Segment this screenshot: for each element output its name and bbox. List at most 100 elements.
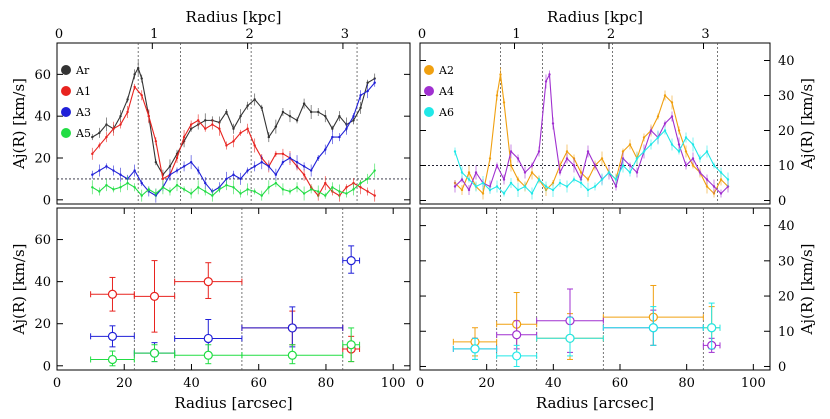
point-A6 bbox=[470, 344, 480, 354]
point-A6 bbox=[691, 143, 695, 146]
series-A5 bbox=[91, 163, 376, 202]
point-A1 bbox=[302, 173, 306, 176]
point-A3 bbox=[267, 165, 270, 168]
legend-marker-Ar bbox=[61, 65, 71, 75]
point-A3 bbox=[140, 181, 143, 185]
point-A4 bbox=[593, 164, 597, 167]
point-A2 bbox=[516, 178, 520, 181]
top-tick-label: 0 bbox=[418, 27, 426, 42]
point-A5 bbox=[204, 190, 207, 193]
point-Ar bbox=[105, 123, 108, 126]
ytick-label: 0 bbox=[778, 194, 786, 209]
point-A4 bbox=[705, 178, 709, 181]
ylabel: Aj(R) [km/s] bbox=[10, 243, 28, 335]
point-A4 bbox=[495, 164, 499, 167]
point-A3 bbox=[309, 169, 313, 172]
point-A5 bbox=[346, 340, 356, 350]
point-A4 bbox=[474, 171, 478, 174]
ytick-label: 30 bbox=[778, 254, 795, 269]
point-A6 bbox=[593, 185, 597, 188]
point-A5 bbox=[91, 186, 94, 189]
point-A3 bbox=[338, 135, 341, 139]
point-A6 bbox=[649, 143, 653, 146]
point-A1 bbox=[345, 186, 348, 189]
point-A4 bbox=[719, 192, 723, 195]
ytick-label: 40 bbox=[34, 110, 51, 125]
series-A1 bbox=[90, 260, 361, 363]
point-A5 bbox=[197, 186, 200, 189]
point-A3 bbox=[119, 173, 122, 176]
top-tick-label: 3 bbox=[341, 27, 349, 42]
point-A5 bbox=[288, 190, 292, 193]
axes-frame bbox=[419, 207, 771, 371]
point-A6 bbox=[663, 129, 667, 132]
point-A2 bbox=[677, 129, 681, 132]
point-Ar bbox=[98, 131, 101, 135]
axes-frame bbox=[56, 207, 411, 371]
point-Ar bbox=[366, 81, 369, 84]
point-A5 bbox=[274, 181, 278, 185]
point-A1 bbox=[211, 123, 214, 126]
point-A1 bbox=[119, 123, 122, 126]
point-A2 bbox=[628, 143, 632, 146]
point-A4 bbox=[453, 185, 457, 188]
point-A5 bbox=[147, 188, 150, 191]
point-A6 bbox=[684, 136, 688, 139]
point-A6 bbox=[537, 178, 541, 181]
point-A3 bbox=[168, 173, 172, 176]
point-A6 bbox=[712, 164, 716, 167]
point-A3 bbox=[105, 165, 108, 168]
point-A3 bbox=[133, 169, 136, 172]
point-A4 bbox=[565, 157, 569, 160]
legend-label-A1: A1 bbox=[75, 85, 91, 98]
xtick-label: 100 bbox=[741, 376, 766, 391]
point-A3 bbox=[346, 255, 356, 266]
point-A2 bbox=[502, 101, 506, 104]
point-A6 bbox=[502, 192, 506, 195]
point-A2 bbox=[621, 150, 625, 153]
point-A2 bbox=[691, 164, 695, 167]
point-A6 bbox=[495, 185, 499, 188]
point-A4 bbox=[523, 171, 527, 174]
point-A3 bbox=[295, 160, 299, 164]
point-A1 bbox=[112, 127, 115, 130]
point-A6 bbox=[523, 185, 527, 188]
point-A1 bbox=[359, 186, 362, 189]
point-A3 bbox=[288, 156, 292, 160]
point-A1 bbox=[232, 140, 235, 143]
point-A2 bbox=[530, 171, 534, 174]
point-A2 bbox=[705, 185, 709, 188]
point-A2 bbox=[663, 94, 667, 97]
point-A3 bbox=[246, 169, 249, 172]
point-A5 bbox=[267, 186, 270, 189]
point-A4 bbox=[467, 188, 471, 192]
point-Ar bbox=[302, 102, 306, 105]
point-A6 bbox=[600, 178, 604, 181]
point-A6 bbox=[707, 323, 717, 333]
point-A5 bbox=[182, 188, 186, 191]
point-A4 bbox=[712, 185, 716, 188]
point-Ar bbox=[274, 125, 278, 128]
point-A6 bbox=[579, 181, 583, 185]
point-A5 bbox=[338, 190, 341, 193]
legend-marker-A1 bbox=[61, 86, 71, 96]
xtick-label: 80 bbox=[318, 376, 335, 391]
point-A1 bbox=[126, 110, 129, 114]
point-A5 bbox=[317, 190, 320, 193]
point-A5 bbox=[345, 192, 348, 195]
panel-top-right bbox=[419, 42, 771, 205]
point-A3 bbox=[91, 173, 94, 176]
point-A5 bbox=[98, 190, 101, 193]
point-A1 bbox=[154, 140, 158, 143]
point-A4 bbox=[698, 171, 702, 174]
point-A4 bbox=[614, 185, 618, 188]
point-A1 bbox=[366, 190, 369, 193]
point-A2 bbox=[499, 73, 502, 76]
point-A5 bbox=[126, 181, 129, 185]
point-A5 bbox=[119, 186, 122, 189]
xtick-label: 40 bbox=[545, 376, 562, 391]
point-A6 bbox=[509, 181, 513, 185]
point-A2 bbox=[495, 94, 499, 97]
point-A5 bbox=[232, 186, 235, 189]
